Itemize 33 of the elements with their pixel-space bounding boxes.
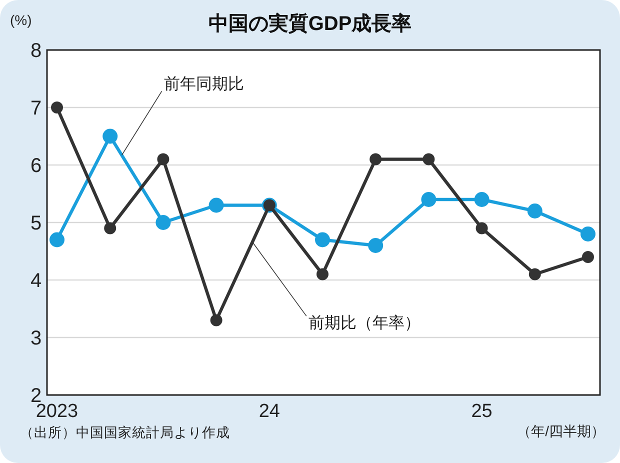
point [582,251,594,263]
point [474,192,490,207]
point [208,198,224,213]
chart-title: 中国の実質GDP成長率 [208,12,412,35]
point [476,222,488,234]
text: （出所）中国国家統計局より作成 [20,425,230,440]
point [527,204,542,218]
point [102,128,118,144]
point [368,238,384,253]
point [104,222,116,234]
y-tick-label: 3 [30,328,42,350]
y-tick-label: 4 [30,270,42,292]
point [50,232,64,248]
point [422,153,435,166]
y-tick-label: 6 [30,155,42,177]
x-tick-label: 24 [258,401,280,422]
y-tick-label: 7 [30,98,42,120]
y-tick-label: 8 [30,40,42,62]
point [51,102,63,114]
point [370,153,382,166]
y-tick-label: 5 [30,212,42,234]
point [528,268,541,280]
point [210,314,222,326]
point [157,153,170,166]
point [315,232,330,248]
point [421,192,436,207]
x-tick-label: 2023 [36,401,78,422]
x-tick-label: 25 [471,401,492,422]
x-axis-title: （年/四半期） [517,423,605,439]
point [156,215,171,230]
point [316,268,328,280]
point [580,226,596,242]
y-axis-title: (%) [10,12,32,28]
